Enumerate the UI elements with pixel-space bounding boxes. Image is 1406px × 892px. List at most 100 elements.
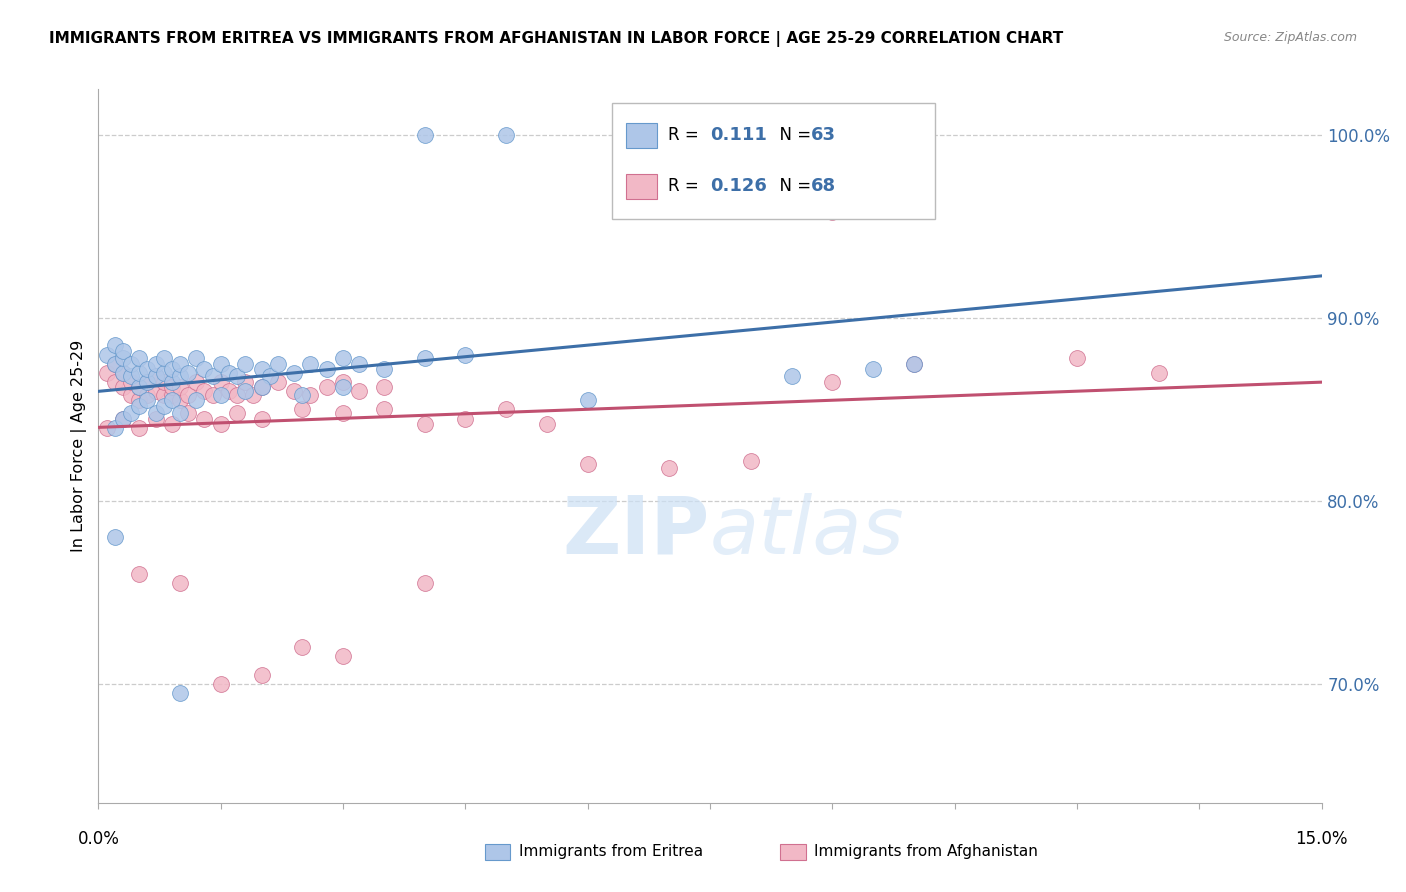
Point <box>96 420 118 434</box>
Point <box>373 362 395 376</box>
Point <box>169 357 191 371</box>
Point <box>291 388 314 402</box>
Text: 15.0%: 15.0% <box>1295 830 1348 847</box>
Point <box>218 384 240 398</box>
Point <box>160 375 183 389</box>
Point <box>111 411 134 425</box>
Point <box>209 677 232 691</box>
Point <box>128 380 150 394</box>
Point <box>332 649 354 664</box>
Point <box>120 375 142 389</box>
Point <box>780 369 803 384</box>
Point <box>104 375 127 389</box>
Point <box>454 411 477 425</box>
Point <box>903 357 925 371</box>
Point <box>332 375 354 389</box>
Point <box>454 347 477 361</box>
Point <box>903 357 925 371</box>
Point <box>128 380 150 394</box>
Point <box>169 576 191 591</box>
Point <box>349 357 371 371</box>
Text: 63: 63 <box>811 126 837 144</box>
Point <box>576 393 599 408</box>
Text: N =: N = <box>769 126 817 144</box>
Text: atlas: atlas <box>710 492 905 571</box>
Point <box>104 338 127 352</box>
Point <box>283 384 305 398</box>
Point <box>160 380 183 394</box>
Point <box>111 366 134 380</box>
Point <box>267 375 290 389</box>
Point <box>128 399 150 413</box>
Point <box>169 380 191 394</box>
Point <box>209 375 232 389</box>
Point <box>111 411 134 425</box>
Point <box>104 420 127 434</box>
Point <box>536 417 558 431</box>
Point <box>1147 366 1170 380</box>
Point <box>250 411 273 425</box>
Point <box>332 380 354 394</box>
Point <box>136 393 159 408</box>
Text: Immigrants from Eritrea: Immigrants from Eritrea <box>519 845 703 859</box>
Point <box>104 357 127 371</box>
Point <box>495 128 517 142</box>
Point <box>177 388 200 402</box>
Point <box>145 411 167 425</box>
Point <box>169 369 191 384</box>
Point <box>291 402 314 417</box>
Point <box>267 357 290 371</box>
Point <box>120 388 142 402</box>
Point <box>226 388 249 402</box>
Point <box>413 128 436 142</box>
Text: 0.126: 0.126 <box>710 178 766 195</box>
Text: N =: N = <box>769 178 817 195</box>
Point <box>111 351 134 366</box>
Point <box>128 351 150 366</box>
Point <box>136 388 159 402</box>
Point <box>145 357 167 371</box>
Point <box>152 351 174 366</box>
Point <box>250 667 273 681</box>
Point <box>332 351 354 366</box>
Text: IMMIGRANTS FROM ERITREA VS IMMIGRANTS FROM AFGHANISTAN IN LABOR FORCE | AGE 25-2: IMMIGRANTS FROM ERITREA VS IMMIGRANTS FR… <box>49 31 1063 47</box>
Point <box>740 453 762 467</box>
Point <box>111 380 134 394</box>
Point <box>128 366 150 380</box>
Point <box>250 362 273 376</box>
Point <box>209 417 232 431</box>
Point <box>315 362 337 376</box>
Point <box>283 366 305 380</box>
Text: ZIP: ZIP <box>562 492 710 571</box>
Point <box>104 357 127 371</box>
Point <box>291 640 314 655</box>
Point <box>120 369 142 384</box>
Point <box>152 399 174 413</box>
Point <box>226 369 249 384</box>
Point <box>145 369 167 384</box>
Point <box>495 402 517 417</box>
Point <box>233 384 256 398</box>
Point <box>120 406 142 420</box>
Point <box>821 204 844 219</box>
Point <box>259 369 281 384</box>
Point <box>209 357 232 371</box>
Point <box>160 388 183 402</box>
Text: R =: R = <box>668 178 709 195</box>
Point <box>136 362 159 376</box>
Point <box>152 388 174 402</box>
Text: 0.111: 0.111 <box>710 126 766 144</box>
Point <box>160 393 183 408</box>
Point <box>250 380 273 394</box>
Point <box>233 357 256 371</box>
Point <box>233 375 256 389</box>
Point <box>160 362 183 376</box>
Point <box>111 366 134 380</box>
Point <box>111 343 134 358</box>
Text: Source: ZipAtlas.com: Source: ZipAtlas.com <box>1223 31 1357 45</box>
Point <box>186 375 208 389</box>
Text: 0.0%: 0.0% <box>77 830 120 847</box>
Point <box>218 366 240 380</box>
Point <box>120 357 142 371</box>
Point <box>145 406 167 420</box>
